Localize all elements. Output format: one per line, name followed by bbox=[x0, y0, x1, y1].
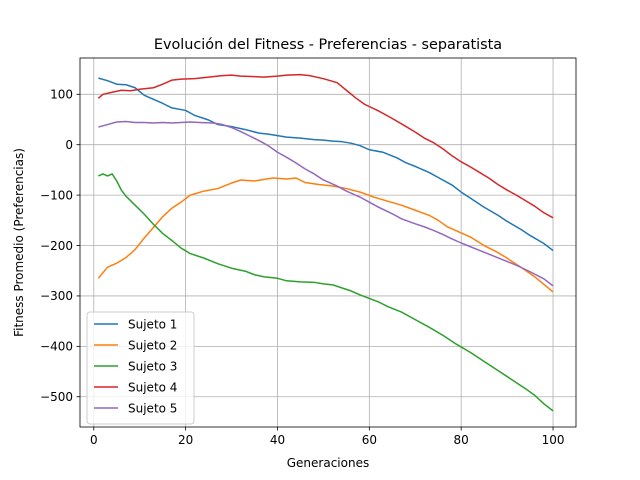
plot-frame bbox=[79, 57, 577, 428]
y-tick-label: −100 bbox=[40, 188, 73, 202]
x-tick-label: 0 bbox=[90, 433, 98, 447]
series-line-sujeto-2 bbox=[97, 177, 554, 293]
y-axis-label: Fitness Promedio (Preferencias) bbox=[12, 148, 26, 337]
x-tick-label: 80 bbox=[454, 433, 469, 447]
series-line-sujeto-5 bbox=[98, 120, 554, 287]
legend-box bbox=[86, 311, 195, 425]
y-tick-label: −400 bbox=[40, 340, 73, 354]
y-tick-label: −300 bbox=[40, 289, 73, 303]
series-line-sujeto-3 bbox=[98, 173, 554, 412]
x-tick-label: 100 bbox=[542, 433, 565, 447]
series-line-sujeto-4 bbox=[97, 73, 554, 219]
legend-label: Sujeto 3 bbox=[128, 359, 177, 373]
x-axis-label: Generaciones bbox=[287, 456, 369, 470]
y-tick-label: 0 bbox=[65, 138, 73, 152]
x-tick-label: 20 bbox=[178, 433, 193, 447]
legend-label: Sujeto 2 bbox=[128, 338, 177, 352]
y-tick-label: −200 bbox=[40, 239, 73, 253]
legend-label: Sujeto 4 bbox=[128, 380, 177, 394]
series-line-sujeto-1 bbox=[98, 77, 554, 252]
series-lines bbox=[97, 73, 554, 412]
y-tick-label: 100 bbox=[50, 88, 73, 102]
chart-title: Evolución del Fitness - Preferencias - s… bbox=[154, 37, 502, 53]
x-tick-label: 60 bbox=[362, 433, 377, 447]
y-axis-ticks: −500 −400 −300 −200 −100 0 100 bbox=[40, 88, 80, 404]
legend: Sujeto 1 Sujeto 2 Sujeto 3 Sujeto 4 Sujeto 5 bbox=[86, 311, 195, 425]
legend-label: Sujeto 5 bbox=[128, 401, 177, 415]
x-tick-label: 40 bbox=[270, 433, 285, 447]
y-tick-label: −500 bbox=[40, 390, 73, 404]
x-axis-ticks: 0 20 40 60 80 100 bbox=[90, 427, 565, 447]
legend-label: Sujeto 1 bbox=[128, 317, 177, 331]
